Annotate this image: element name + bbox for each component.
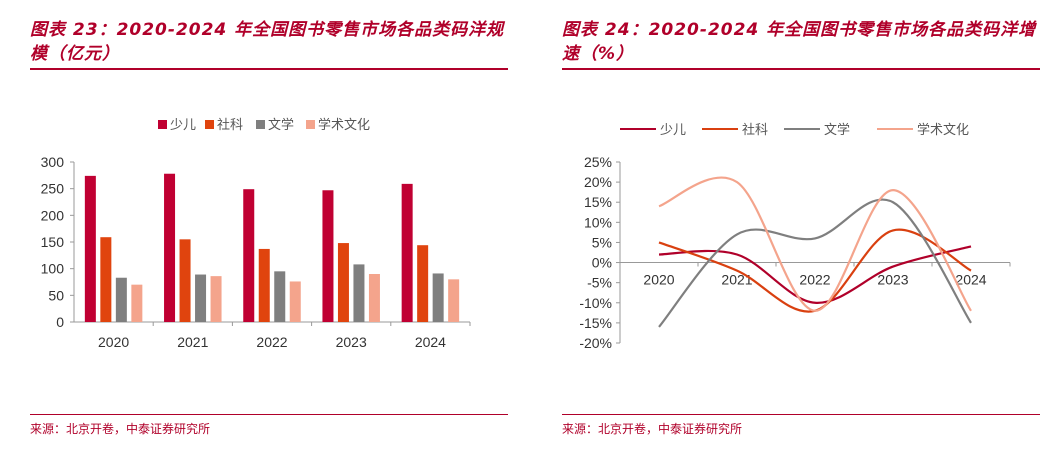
legend-label-s2: 文学: [268, 117, 294, 133]
right-title-rule: [562, 68, 1040, 70]
right-source-rule: [562, 414, 1040, 415]
x-tick-label-3: 2023: [877, 272, 908, 288]
y-tick-label-9: 25%: [584, 154, 612, 170]
bar-2020-s2: [115, 277, 127, 322]
x-tick-label-4: 2024: [415, 334, 446, 350]
legend-swatch-s1: [205, 120, 214, 129]
legend-label-s0: 少儿: [170, 118, 196, 133]
legend-label-s1: 社科: [742, 122, 768, 138]
bar-2023-s1: [337, 243, 349, 322]
y-tick-label-0: 0: [56, 314, 64, 330]
y-tick-label-6: 300: [41, 154, 65, 170]
y-tick-label-1: 50: [48, 287, 64, 303]
y-tick-label-4: 200: [41, 207, 65, 223]
legend-label-s1: 社科: [217, 117, 243, 133]
left-bar-chart: 少儿 社科 文学 学术文化 0 50 100 150 200 250 300 2020 2021 2022…: [41, 117, 471, 350]
x-tick-label-1: 2021: [177, 334, 208, 350]
left-source-rule: [30, 414, 508, 415]
line-series-s3: [658, 176, 972, 312]
bar-2021-s3: [210, 276, 222, 322]
bar-2022-s1: [258, 248, 270, 322]
bar-2021-s1: [179, 239, 191, 322]
bar-2022-s0: [243, 189, 255, 322]
y-tick-label-1: -15%: [579, 315, 612, 331]
bar-2023-s2: [353, 264, 365, 322]
y-tick-label-8: 20%: [584, 174, 612, 190]
y-tick-label-5: 250: [41, 181, 65, 197]
legend-label-s3: 学术文化: [318, 117, 370, 133]
left-panel: 图表 23：2020-2024 年全国图书零售市场各品类码洋规模（亿元） 少儿 社…: [30, 0, 508, 451]
x-tick-label-3: 2023: [336, 334, 367, 350]
left-chart-title: 图表 23：2020-2024 年全国图书零售市场各品类码洋规模（亿元）: [30, 20, 505, 64]
bar-2024-s1: [417, 245, 429, 322]
y-tick-label-3: -5%: [587, 275, 612, 291]
y-tick-label-7: 15%: [584, 194, 612, 210]
bar-2024-s0: [401, 183, 413, 322]
bar-2021-s2: [195, 274, 207, 322]
y-tick-label-0: -20%: [579, 335, 612, 351]
y-tick-label-3: 150: [41, 234, 65, 250]
bar-2024-s2: [432, 273, 444, 322]
x-tick-label-0: 2020: [98, 334, 129, 350]
left-title-rule: [30, 68, 508, 70]
bar-2022-s3: [289, 281, 301, 322]
y-tick-label-6: 10%: [584, 214, 612, 230]
legend-swatch-s2: [256, 120, 265, 129]
right-line-chart: 少儿 社科 文学 学术文化 -20% -15% -10% -5% 0% 5% 10% 15% 20% 25…: [579, 122, 1011, 351]
legend-swatch-s3: [306, 120, 315, 129]
legend-label-s3: 学术文化: [917, 122, 969, 138]
bar-2021-s0: [164, 173, 176, 322]
x-tick-label-1: 2021: [721, 272, 752, 288]
bar-2024-s3: [448, 279, 460, 322]
bar-2020-s3: [131, 284, 143, 322]
y-tick-label-5: 5%: [592, 234, 612, 250]
right-chart-title: 图表 24：2020-2024 年全国图书零售市场各品类码洋增速（%）: [562, 20, 1037, 64]
legend-swatch-s0: [158, 120, 167, 129]
bar-2020-s0: [84, 175, 96, 322]
line-series-s2: [658, 198, 972, 328]
bar-2020-s1: [100, 237, 112, 322]
x-tick-label-0: 2020: [643, 272, 674, 288]
y-tick-label-2: 100: [41, 261, 65, 277]
left-source: 来源：北京开卷，中泰证券研究所: [30, 422, 211, 436]
x-tick-label-4: 2024: [955, 272, 986, 288]
y-tick-label-4: 0%: [592, 255, 612, 271]
x-tick-label-2: 2022: [256, 334, 287, 350]
right-source: 来源：北京开卷，中泰证券研究所: [562, 422, 743, 436]
right-panel: 图表 24：2020-2024 年全国图书零售市场各品类码洋增速（%） 少儿 社科…: [562, 0, 1040, 451]
bar-2023-s3: [368, 274, 380, 322]
x-tick-label-2: 2022: [799, 272, 830, 288]
legend-label-s0: 少儿: [660, 123, 686, 138]
bar-2023-s0: [322, 190, 334, 322]
y-tick-label-2: -10%: [579, 295, 612, 311]
bar-2022-s2: [274, 271, 286, 322]
legend-label-s2: 文学: [824, 122, 850, 138]
